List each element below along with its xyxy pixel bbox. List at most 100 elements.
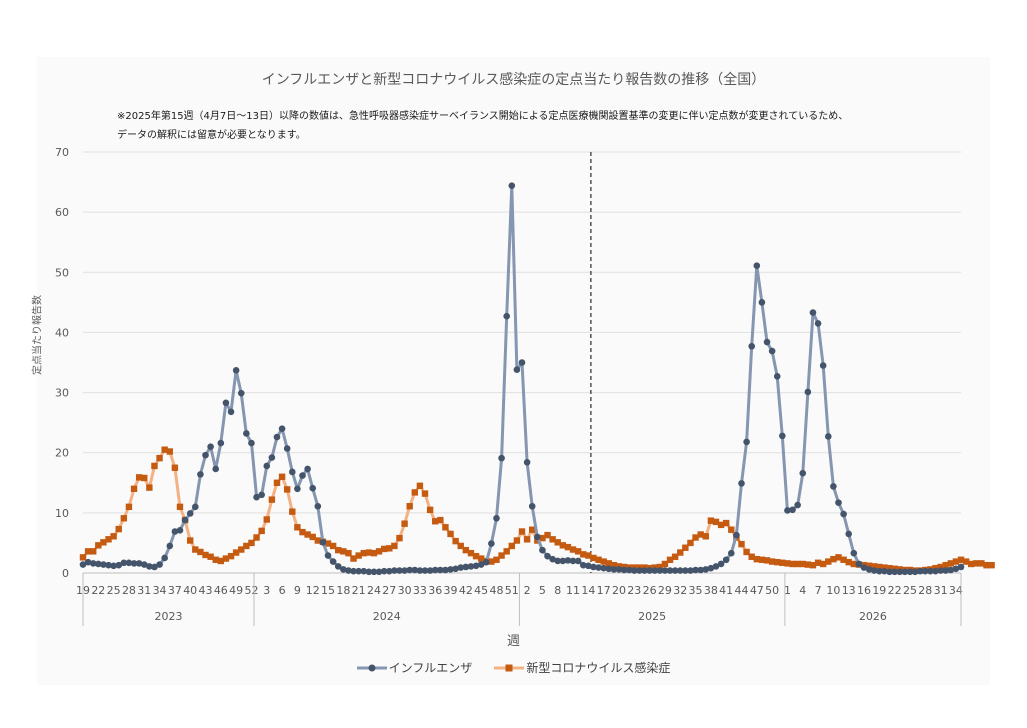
x-tick-label: 22 <box>91 584 105 597</box>
data-point-covid19 <box>523 536 531 543</box>
x-tick-label: 29 <box>658 584 672 597</box>
data-point-covid19 <box>462 546 470 554</box>
data-point-covid19 <box>207 553 214 560</box>
x-tick-label: 8 <box>554 584 561 597</box>
data-point-influenza <box>942 567 949 574</box>
data-point-influenza <box>477 561 485 568</box>
data-point-covid19 <box>569 546 577 553</box>
data-point-influenza <box>549 555 556 563</box>
x-tick-label: 42 <box>459 584 473 597</box>
data-point-influenza <box>585 562 592 570</box>
data-point-influenza <box>278 425 286 432</box>
x-tick-label: 13 <box>842 584 856 597</box>
x-tick-label: 35 <box>689 584 703 597</box>
data-point-influenza <box>707 564 715 572</box>
data-point-covid19 <box>738 540 745 548</box>
data-point-influenza <box>625 566 633 574</box>
data-point-influenza <box>921 567 929 575</box>
data-point-covid19 <box>340 548 347 555</box>
data-point-influenza <box>442 566 449 574</box>
data-point-influenza <box>773 373 781 380</box>
data-point-covid19 <box>830 555 837 563</box>
data-point-influenza <box>896 568 904 576</box>
data-point-covid19 <box>365 549 373 556</box>
data-point-influenza <box>431 566 439 574</box>
x-tick-label: 32 <box>673 584 687 597</box>
data-point-influenza <box>850 549 858 557</box>
data-point-covid19 <box>712 518 720 526</box>
data-point-covid19 <box>809 561 817 569</box>
x-tick-label: 5 <box>539 584 546 597</box>
data-point-influenza <box>457 564 465 571</box>
data-point-influenza <box>523 459 531 466</box>
data-point-influenza <box>794 501 801 509</box>
data-point-covid19 <box>666 556 674 563</box>
data-point-covid19 <box>600 558 607 565</box>
legend-item-influenza[interactable]: インフルエンザ <box>356 659 472 676</box>
y-tick-label: 50 <box>55 266 69 279</box>
data-point-covid19 <box>426 506 434 514</box>
data-point-influenza <box>268 454 276 461</box>
data-point-influenza <box>554 557 562 565</box>
x-tick-label: 45 <box>474 584 488 597</box>
data-point-influenza <box>105 561 112 569</box>
data-point-covid19 <box>697 531 704 538</box>
data-point-influenza <box>324 552 332 559</box>
data-point-covid19 <box>161 446 168 453</box>
data-point-influenza <box>830 483 837 490</box>
x-tick-label: 43 <box>199 584 213 597</box>
data-point-covid19 <box>360 549 367 557</box>
data-point-influenza <box>727 549 735 557</box>
data-point-influenza <box>253 493 260 501</box>
year-group-label: 2025 <box>638 610 666 623</box>
y-tick-label: 40 <box>55 326 69 339</box>
data-point-covid19 <box>243 542 250 550</box>
data-point-influenza <box>237 389 245 397</box>
x-tick-label: 20 <box>612 584 626 597</box>
data-point-influenza <box>212 465 220 473</box>
data-point-covid19 <box>283 486 291 493</box>
data-point-covid19 <box>391 542 398 550</box>
data-point-influenza <box>636 567 643 574</box>
data-point-influenza <box>288 468 296 476</box>
data-point-influenza <box>299 472 306 479</box>
data-point-influenza <box>115 561 123 569</box>
data-point-influenza <box>916 567 924 575</box>
data-point-covid19 <box>146 484 153 491</box>
data-point-influenza <box>227 408 235 416</box>
data-point-influenza <box>350 567 357 575</box>
data-point-influenza <box>447 566 454 573</box>
data-point-influenza <box>927 567 934 575</box>
data-point-covid19 <box>682 544 689 551</box>
data-point-covid19 <box>768 558 776 565</box>
data-point-influenza <box>263 462 271 470</box>
x-tick-label: 40 <box>183 584 197 597</box>
data-point-covid19 <box>702 533 709 540</box>
data-point-covid19 <box>717 521 725 529</box>
data-point-covid19 <box>396 534 403 542</box>
data-point-influenza <box>345 567 352 574</box>
data-point-covid19 <box>763 557 771 564</box>
data-point-covid19 <box>544 531 551 539</box>
data-point-covid19 <box>110 533 117 540</box>
data-point-covid19 <box>232 549 240 556</box>
data-point-covid19 <box>355 552 362 559</box>
x-tick-label: 14 <box>581 584 595 597</box>
data-point-covid19 <box>758 556 766 563</box>
data-point-covid19 <box>988 561 995 569</box>
x-tick-label: 28 <box>918 584 932 597</box>
data-point-covid19 <box>952 558 960 565</box>
x-tick-label: 33 <box>413 584 427 597</box>
data-point-influenza <box>528 502 536 510</box>
data-point-influenza <box>952 565 960 573</box>
x-tick-label: 25 <box>903 584 917 597</box>
data-point-influenza <box>717 560 725 568</box>
x-tick-label: 31 <box>934 584 948 597</box>
data-point-influenza <box>437 566 444 574</box>
legend-item-covid19[interactable]: 新型コロナウイルス感染症 <box>494 659 670 676</box>
data-point-influenza <box>564 557 572 564</box>
data-point-covid19 <box>585 552 592 559</box>
data-point-covid19 <box>421 490 429 497</box>
data-point-influenza <box>738 480 745 487</box>
data-point-covid19 <box>876 563 883 571</box>
